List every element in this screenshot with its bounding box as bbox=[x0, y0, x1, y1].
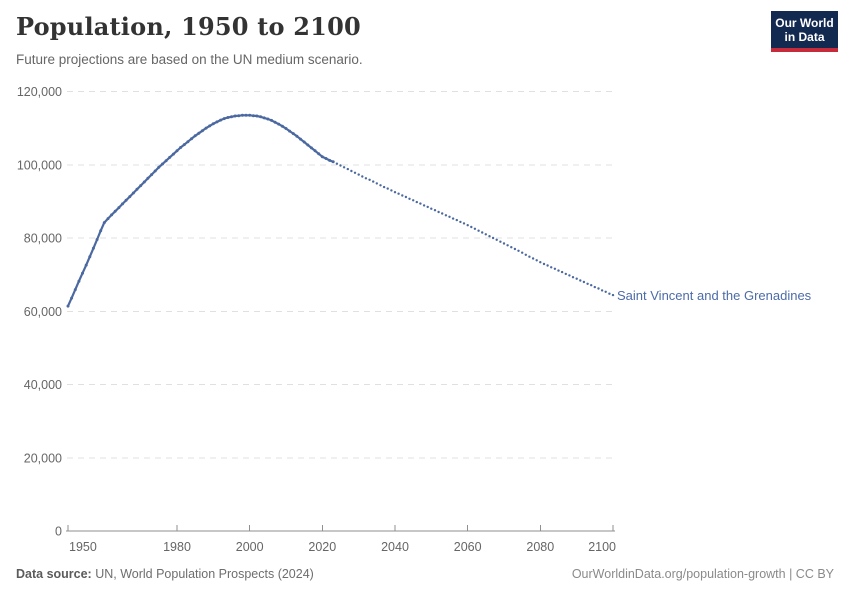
y-tick-label: 0 bbox=[55, 525, 62, 539]
y-tick-label: 100,000 bbox=[17, 158, 62, 172]
y-axis-labels: 0 20,000 40,000 60,000 80,000 100,000 120,000 bbox=[17, 85, 62, 539]
x-tick-label: 2000 bbox=[236, 540, 264, 554]
y-tick-label: 60,000 bbox=[24, 305, 62, 319]
owid-logo[interactable]: Our World in Data bbox=[771, 11, 838, 52]
series-observed bbox=[66, 113, 335, 308]
y-tick-label: 40,000 bbox=[24, 378, 62, 392]
x-axis-labels: 1950 1980 2000 2020 2040 2060 2080 2100 bbox=[69, 540, 616, 554]
owid-logo-line1: Our World bbox=[775, 15, 834, 30]
x-axis bbox=[66, 525, 615, 532]
x-tick-label: 2100 bbox=[588, 540, 616, 554]
x-tick-label: 2020 bbox=[308, 540, 336, 554]
series-projected bbox=[335, 162, 615, 297]
chart-subtitle: Future projections are based on the UN m… bbox=[16, 52, 363, 67]
data-source-note: Data source: UN, World Population Prospe… bbox=[16, 567, 314, 581]
owid-logo-line2: in Data bbox=[784, 29, 825, 44]
data-source-text: UN, World Population Prospects (2024) bbox=[91, 567, 314, 581]
page-title: Population, 1950 to 2100 bbox=[16, 12, 361, 41]
y-tick-label: 120,000 bbox=[17, 85, 62, 99]
entity-line-label[interactable]: Saint Vincent and the Grenadines bbox=[617, 288, 812, 303]
x-tick-label: 2080 bbox=[526, 540, 554, 554]
gridlines bbox=[67, 91, 616, 459]
x-tick-label: 2040 bbox=[381, 540, 409, 554]
y-tick-label: 20,000 bbox=[24, 451, 62, 465]
x-tick-label: 2060 bbox=[454, 540, 482, 554]
y-tick-label: 80,000 bbox=[24, 232, 62, 246]
x-tick-label: 1950 bbox=[69, 540, 97, 554]
x-tick-label: 1980 bbox=[163, 540, 191, 554]
license-credit-link[interactable]: OurWorldinData.org/population-growth | C… bbox=[571, 567, 834, 581]
data-source-label: Data source: bbox=[16, 567, 92, 581]
